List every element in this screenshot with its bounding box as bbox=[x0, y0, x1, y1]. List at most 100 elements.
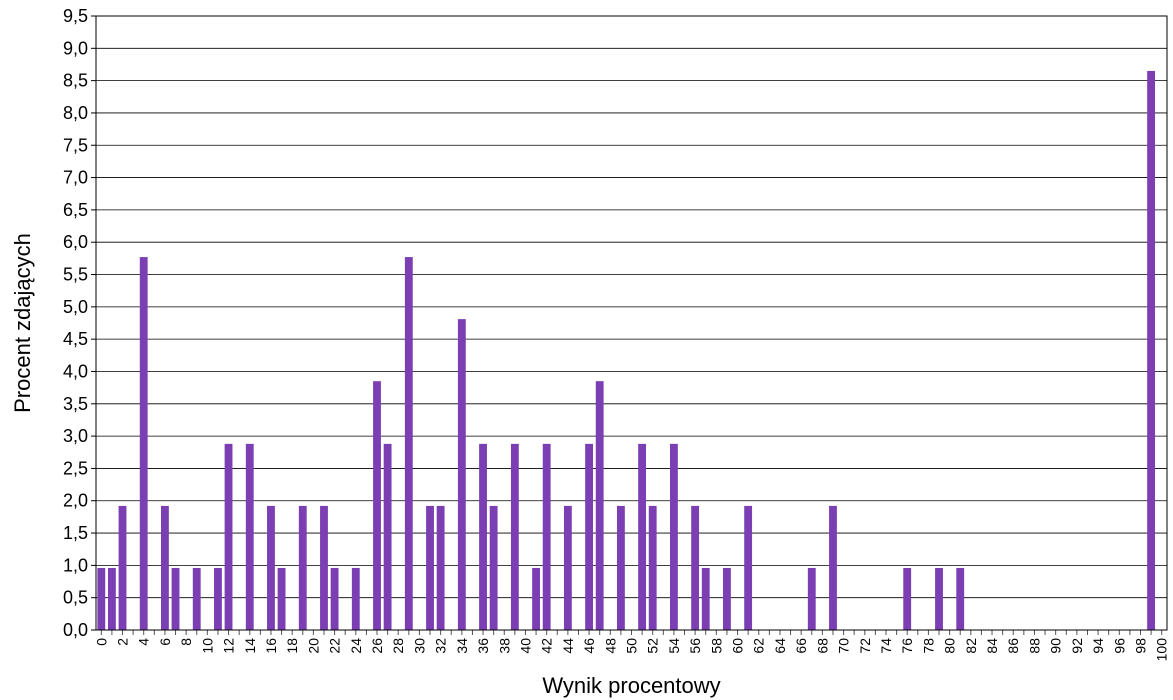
y-tick-label: 2,5 bbox=[63, 458, 88, 478]
x-tick-label: 24 bbox=[348, 638, 364, 654]
bar-76 bbox=[903, 567, 912, 630]
x-tick-label: 10 bbox=[199, 638, 215, 654]
bar-24 bbox=[351, 567, 360, 630]
bar-1 bbox=[107, 567, 116, 630]
bar-14 bbox=[245, 443, 254, 630]
bar-16 bbox=[267, 505, 275, 630]
bar-7 bbox=[171, 567, 180, 630]
x-axis-ticks: 0 2 4 6 8 10 12 14 16 18 20 22 24 26 28 30 32 34 36 38 40 42 4… bbox=[93, 630, 1170, 662]
y-tick-label: 2,0 bbox=[63, 491, 88, 511]
x-tick-label: 4 bbox=[136, 638, 152, 646]
x-tick-label: 38 bbox=[496, 638, 512, 654]
x-tick-label: 0 bbox=[93, 638, 109, 646]
x-tick-label: 60 bbox=[730, 638, 746, 654]
y-tick-label: 5,0 bbox=[63, 297, 88, 317]
x-axis-title: Wynik procentowy bbox=[542, 673, 720, 698]
x-tick-label: 16 bbox=[263, 638, 279, 654]
bar-67 bbox=[807, 567, 816, 630]
x-tick-label: 44 bbox=[560, 638, 576, 654]
y-tick-label: 6,0 bbox=[63, 232, 88, 252]
x-tick-label: 52 bbox=[645, 638, 661, 654]
bar-0 bbox=[97, 567, 106, 630]
bar-19 bbox=[298, 505, 307, 630]
x-tick-label: 82 bbox=[963, 638, 979, 654]
y-tick-label: 7,0 bbox=[63, 168, 88, 188]
x-tick-label: 92 bbox=[1069, 638, 1085, 654]
gridlines bbox=[96, 15, 1167, 631]
bar-47 bbox=[595, 381, 604, 630]
x-tick-label: 94 bbox=[1090, 638, 1106, 654]
bar-54 bbox=[669, 443, 678, 630]
x-tick-label: 66 bbox=[793, 638, 809, 654]
bar-36 bbox=[479, 443, 487, 630]
x-tick-label: 56 bbox=[687, 638, 703, 654]
bar-9 bbox=[192, 567, 201, 630]
bar-56 bbox=[691, 505, 700, 630]
x-tick-label: 48 bbox=[602, 638, 618, 654]
bar-44 bbox=[563, 505, 572, 630]
bar-49 bbox=[616, 505, 625, 630]
bar-32 bbox=[436, 505, 445, 630]
y-tick-label: 0,0 bbox=[63, 620, 88, 640]
bar-31 bbox=[426, 505, 434, 630]
bar-27 bbox=[383, 443, 392, 630]
bar-42 bbox=[542, 443, 551, 630]
x-tick-label: 90 bbox=[1048, 638, 1064, 654]
bar-61 bbox=[744, 505, 753, 630]
y-tick-label: 4,5 bbox=[63, 329, 88, 349]
x-tick-label: 84 bbox=[984, 638, 1000, 654]
x-tick-label: 62 bbox=[751, 638, 767, 654]
y-tick-label: 3,0 bbox=[63, 426, 88, 446]
x-tick-label: 26 bbox=[369, 638, 385, 654]
x-tick-label: 98 bbox=[1132, 638, 1148, 654]
x-tick-label: 68 bbox=[814, 638, 830, 654]
bar-17 bbox=[277, 567, 286, 630]
x-tick-label: 18 bbox=[284, 638, 300, 654]
x-tick-label: 64 bbox=[772, 638, 788, 654]
x-tick-label: 42 bbox=[539, 638, 555, 654]
x-tick-label: 30 bbox=[411, 638, 427, 654]
x-tick-label: 76 bbox=[899, 638, 915, 654]
bar-37 bbox=[489, 505, 498, 630]
x-tick-label: 36 bbox=[475, 638, 491, 654]
y-tick-label: 7,5 bbox=[63, 135, 88, 155]
x-tick-label: 58 bbox=[708, 638, 724, 654]
x-tick-label: 86 bbox=[1005, 638, 1021, 654]
x-tick-label: 80 bbox=[942, 638, 958, 654]
bar-6 bbox=[161, 505, 169, 630]
bar-11 bbox=[214, 567, 222, 630]
x-tick-label: 78 bbox=[920, 638, 936, 654]
y-tick-label: 4,0 bbox=[63, 361, 88, 381]
bar-34 bbox=[457, 319, 466, 630]
y-tick-label: 5,5 bbox=[63, 265, 88, 285]
x-tick-label: 14 bbox=[242, 638, 258, 654]
x-tick-label: 50 bbox=[624, 638, 640, 654]
bar-79 bbox=[935, 567, 943, 630]
y-tick-label: 9,5 bbox=[63, 6, 88, 26]
bar-99 bbox=[1147, 70, 1156, 631]
y-tick-label: 1,0 bbox=[63, 555, 88, 575]
x-tick-label: 70 bbox=[836, 638, 852, 654]
bar-59 bbox=[723, 567, 731, 630]
x-tick-label: 2 bbox=[115, 638, 131, 646]
bar-46 bbox=[585, 443, 594, 630]
bar-69 bbox=[829, 505, 837, 630]
y-tick-label: 0,5 bbox=[63, 588, 88, 608]
y-axis-ticks: 0,0 0,5 1,0 1,5 2,0 2,5 3,0 3,5 4,0 4,5 5,0 5,5 6,0 6… bbox=[63, 6, 96, 640]
y-tick-label: 9,0 bbox=[63, 38, 88, 58]
bars bbox=[97, 70, 1156, 631]
bar-81 bbox=[956, 567, 965, 630]
plot-area-border bbox=[95, 15, 1168, 631]
y-tick-label: 8,0 bbox=[63, 103, 88, 123]
bar-51 bbox=[638, 443, 647, 630]
x-tick-label: 34 bbox=[454, 638, 470, 654]
y-tick-label: 6,5 bbox=[63, 200, 88, 220]
bar-21 bbox=[320, 505, 328, 630]
x-tick-label: 28 bbox=[390, 638, 406, 654]
x-tick-label: 54 bbox=[666, 638, 682, 654]
x-tick-label: 96 bbox=[1111, 638, 1127, 654]
y-tick-label: 8,5 bbox=[63, 71, 88, 91]
x-tick-label: 6 bbox=[157, 638, 173, 646]
x-tick-label: 100 bbox=[1154, 638, 1170, 662]
